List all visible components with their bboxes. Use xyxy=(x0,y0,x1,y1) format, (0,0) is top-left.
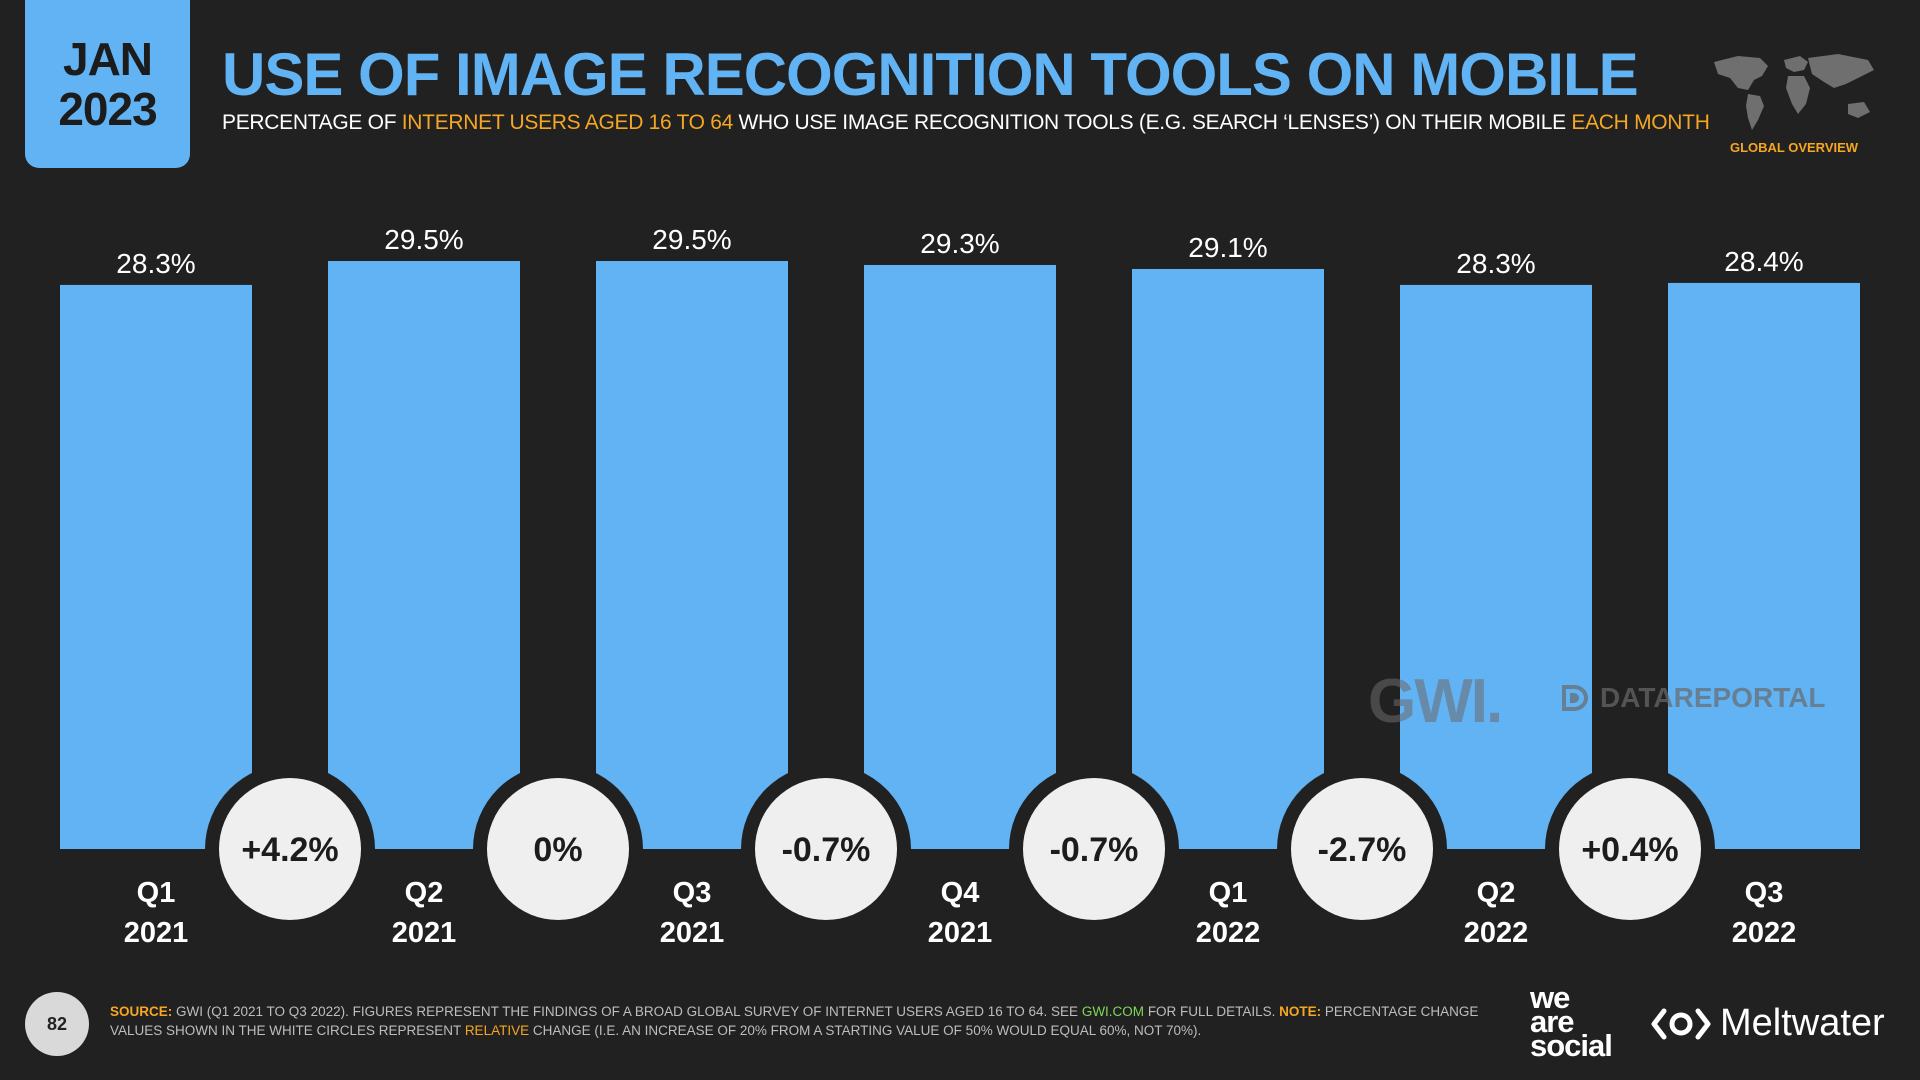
meltwater-logo-icon xyxy=(1651,1008,1711,1039)
change-circle-6 xyxy=(1559,778,1701,920)
x-tick-quarter-2: Q2 xyxy=(405,877,444,909)
bar-value-label-4: 29.3% xyxy=(920,228,999,259)
region-label: GLOBAL OVERVIEW xyxy=(1729,140,1859,155)
subtitle-part-3: WHO USE IMAGE RECOGNITION TOOLS (E.G. SE… xyxy=(733,111,1572,134)
bar-value-label-1: 28.3% xyxy=(116,248,195,279)
x-tick-quarter-7: Q3 xyxy=(1745,877,1784,909)
source-text-1: GWI (Q1 2021 TO Q3 2022). FIGURES REPRES… xyxy=(172,1004,1082,1019)
source-label: SOURCE: xyxy=(110,1004,173,1019)
change-circle-5 xyxy=(1291,778,1433,920)
page-number: 82 xyxy=(25,992,89,1056)
meltwater-logo: Meltwater xyxy=(1650,1002,1885,1045)
change-label-6: +0.4% xyxy=(1581,831,1678,869)
bar-value-label-3: 29.5% xyxy=(652,224,731,255)
change-circle-3 xyxy=(755,778,897,920)
bar-value-label-6: 28.3% xyxy=(1456,248,1535,279)
note-label: NOTE: xyxy=(1279,1004,1322,1019)
source-note: SOURCE: GWI (Q1 2021 TO Q3 2022). FIGURE… xyxy=(110,1002,1490,1040)
bar-value-label-5: 29.1% xyxy=(1188,232,1267,263)
x-tick-year-7: 2022 xyxy=(1732,917,1797,949)
bar-value-label-7: 28.4% xyxy=(1724,246,1803,277)
datareportal-text: DATAREPORTAL xyxy=(1600,682,1826,713)
x-tick-year-3: 2021 xyxy=(660,917,725,949)
source-text-2: FOR FULL DETAILS. xyxy=(1144,1004,1280,1019)
x-tick-quarter-3: Q3 xyxy=(673,877,712,909)
x-tick-year-1: 2021 xyxy=(124,917,189,949)
bar-4 xyxy=(864,264,1056,849)
page-title: USE OF IMAGE RECOGNITION TOOLS ON MOBILE xyxy=(222,41,1639,108)
change-label-3: -0.7% xyxy=(782,831,871,869)
meltwater-text: Meltwater xyxy=(1720,1002,1885,1044)
x-tick-year-6: 2022 xyxy=(1464,917,1529,949)
bar-1 xyxy=(60,284,252,849)
datareportal-logo-icon xyxy=(1562,685,1588,711)
x-tick-quarter-5: Q1 xyxy=(1209,877,1248,909)
bar-chart: 28.3% Q1 2021 29.5% Q2 2021 29.5% Q3 2021 29.3% Q4… xyxy=(60,224,1860,949)
date-month: JAN xyxy=(62,33,153,85)
change-circle-4 xyxy=(1023,778,1165,920)
logo-was-line-2: are xyxy=(1530,1004,1575,1039)
page-subtitle: PERCENTAGE OF INTERNET USERS AGED 16 TO … xyxy=(222,111,1710,135)
x-tick-year-2: 2021 xyxy=(392,917,457,949)
note-text-2: CHANGE (I.E. AN INCREASE OF 20% FROM A S… xyxy=(529,1023,1202,1038)
change-circle-2 xyxy=(487,778,629,920)
source-link[interactable]: GWI.COM xyxy=(1081,1004,1145,1019)
note-relative: RELATIVE xyxy=(464,1023,530,1038)
subtitle-part-4: EACH MONTH xyxy=(1571,111,1710,134)
bar-7 xyxy=(1668,282,1860,849)
gwi-watermark: GWI. xyxy=(1368,667,1503,736)
subtitle-part-2: INTERNET USERS AGED 16 TO 64 xyxy=(401,111,734,134)
note-text-1: PERCENTAGE CHANGE VALUES SHOWN IN THE WH… xyxy=(110,1004,1479,1038)
change-label-2: 0% xyxy=(533,831,582,869)
change-label-1: +4.2% xyxy=(241,831,338,869)
date-year: 2023 xyxy=(58,83,157,135)
change-label-4: -0.7% xyxy=(1050,831,1139,869)
change-circle-1 xyxy=(219,778,361,920)
subtitle-part-1: PERCENTAGE OF xyxy=(222,111,402,134)
we-are-social-logo: we are social xyxy=(1530,980,1613,1063)
date-badge: JAN 2023 xyxy=(25,0,190,168)
x-tick-year-4: 2021 xyxy=(928,917,993,949)
bar-6 xyxy=(1400,284,1592,849)
bar-3 xyxy=(596,261,788,849)
x-tick-quarter-4: Q4 xyxy=(941,877,980,909)
x-tick-year-5: 2022 xyxy=(1196,917,1261,949)
x-tick-quarter-6: Q2 xyxy=(1477,877,1516,909)
x-tick-quarter-1: Q1 xyxy=(137,877,176,909)
change-label-5: -2.7% xyxy=(1318,831,1407,869)
bar-value-label-2: 29.5% xyxy=(384,224,463,255)
logo-was-line-3: social xyxy=(1530,1028,1613,1063)
world-map-icon xyxy=(1714,54,1874,130)
datareportal-watermark: DATAREPORTAL xyxy=(1560,682,1826,714)
logo-was-line-1: we xyxy=(1530,980,1570,1015)
bar-5 xyxy=(1132,268,1324,849)
bar-2 xyxy=(328,261,520,849)
